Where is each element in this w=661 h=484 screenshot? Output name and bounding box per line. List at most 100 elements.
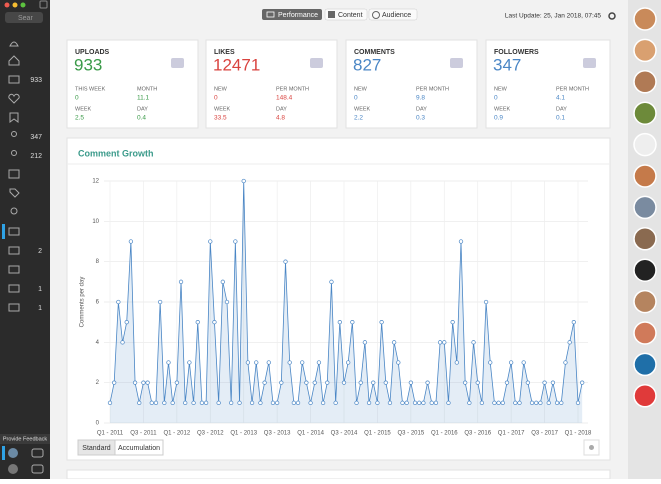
point: [195, 320, 200, 325]
avatar[interactable]: [633, 289, 657, 314]
home-icon[interactable]: [8, 55, 20, 66]
avatar[interactable]: [633, 101, 657, 125]
point: [379, 320, 384, 325]
card-title: FOLLOWERS: [494, 49, 539, 56]
folder-icon[interactable]: [8, 284, 20, 293]
point: [312, 380, 317, 385]
point: [137, 400, 142, 405]
point: [112, 380, 117, 385]
avatar[interactable]: [633, 38, 657, 63]
avatar[interactable]: [633, 7, 657, 31]
stat-label: PER MONTH: [556, 86, 589, 92]
point: [132, 380, 138, 385]
point: [488, 360, 493, 365]
point: [208, 239, 213, 244]
window-minimize[interactable]: [12, 2, 18, 8]
avatar[interactable]: [633, 70, 657, 94]
account-camera[interactable]: [31, 448, 44, 458]
search-box[interactable]: [5, 12, 43, 23]
user-icon[interactable]: [11, 150, 17, 156]
x-tick-label: Q3 - 2015: [398, 431, 425, 437]
x-tick-label: Q1 - 2016: [431, 431, 458, 437]
card-icon: [310, 58, 323, 68]
avatar[interactable]: [633, 195, 657, 220]
next-panel: [66, 469, 611, 480]
point: [391, 340, 397, 345]
tab-label[interactable]: Content: [338, 12, 363, 19]
window-close[interactable]: [4, 2, 10, 8]
avatar[interactable]: [633, 352, 657, 377]
x-tick-label: Q1 - 2014: [297, 431, 324, 437]
avatar[interactable]: [633, 321, 657, 345]
chart-icon[interactable]: [8, 227, 20, 236]
account-indicator: [2, 446, 5, 460]
stat-label: THIS WEEK: [75, 86, 106, 92]
accumulation-button[interactable]: [114, 439, 164, 456]
folder-icon[interactable]: [8, 246, 20, 255]
button-label[interactable]: Standard: [82, 445, 111, 452]
point: [337, 320, 342, 325]
point: [454, 360, 459, 365]
avatar[interactable]: [633, 132, 657, 157]
feedback-bar[interactable]: [0, 434, 50, 444]
stat-value: 9.8: [416, 95, 425, 102]
y-tick-label: 8: [96, 259, 100, 265]
heart-icon[interactable]: [8, 93, 20, 104]
card-value: 12471: [213, 55, 260, 74]
window-zoom[interactable]: [20, 2, 26, 8]
image-icon[interactable]: [8, 169, 20, 179]
point: [120, 340, 125, 345]
point: [408, 380, 414, 385]
stat-value: 0: [354, 95, 358, 102]
sidebar-counts: 933 347 212 2 1 1: [30, 77, 42, 312]
stat-label: DAY: [276, 106, 287, 112]
point: [333, 400, 338, 405]
button-label[interactable]: Accumulation: [118, 445, 160, 452]
tab-active[interactable]: [262, 9, 322, 20]
avatar[interactable]: [633, 258, 657, 282]
folder-icon[interactable]: [8, 303, 20, 312]
point: [404, 400, 409, 405]
settings-icon[interactable]: [608, 12, 616, 20]
tag-icon[interactable]: [9, 188, 20, 198]
tab[interactable]: [324, 8, 368, 21]
feedback-link[interactable]: Provide Feedback: [3, 436, 48, 442]
stat-value: 0: [75, 95, 79, 102]
tab-label[interactable]: Audience: [382, 12, 411, 19]
point: [258, 400, 263, 405]
sidebar-icons: [8, 41, 20, 312]
bookmark-icon[interactable]: [9, 112, 19, 123]
stat-card: [345, 39, 478, 129]
x-tick-label: Q1 - 2017: [498, 431, 525, 437]
y-tick-label: 10: [92, 219, 99, 225]
point: [546, 400, 551, 405]
point: [400, 400, 405, 405]
card-icon: [450, 58, 463, 68]
point: [383, 380, 388, 385]
tab-label[interactable]: Performance: [278, 12, 318, 19]
stat-label: PER MONTH: [416, 86, 449, 92]
location-icon[interactable]: [10, 207, 18, 215]
avatar[interactable]: [633, 384, 657, 408]
account-avatar[interactable]: [8, 448, 18, 458]
folder-icon[interactable]: [8, 265, 20, 274]
avatar[interactable]: [633, 164, 657, 188]
avatar[interactable]: [633, 227, 657, 251]
camera-icon[interactable]: [8, 75, 20, 84]
tab-icon: [328, 11, 335, 18]
bell-icon[interactable]: [9, 41, 19, 47]
point: [492, 400, 497, 405]
point: [149, 400, 154, 405]
point: [433, 400, 439, 405]
point: [521, 360, 526, 365]
point: [153, 400, 159, 405]
y-tick-label: 0: [96, 421, 100, 427]
tab[interactable]: [368, 8, 418, 21]
account-camera[interactable]: [31, 464, 44, 474]
x-tick-label: Q3 - 2016: [464, 431, 491, 437]
add-button[interactable]: [39, 0, 48, 9]
point: [162, 400, 167, 405]
account-avatar[interactable]: [8, 464, 18, 474]
user-icon[interactable]: [11, 131, 17, 137]
chart-panel: [66, 137, 611, 461]
